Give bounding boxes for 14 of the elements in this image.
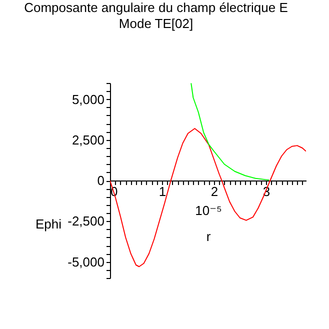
line-series	[110, 128, 306, 268]
x-tick-label: 2	[210, 184, 218, 199]
line-series	[190, 83, 270, 181]
y-tick-label: 2,500	[72, 132, 104, 148]
y-tick-label: 0	[97, 173, 104, 188]
chart-subtitle: Mode TE[02]	[118, 16, 194, 31]
x-tick-label: 1	[158, 184, 166, 199]
x-axis-title: r	[206, 229, 212, 244]
y-tick-label: -5,000	[68, 254, 104, 270]
y-tick-label: -2,500	[68, 214, 104, 229]
y-tick-label: 5,000	[72, 92, 104, 107]
annotation: 10⁻⁵	[195, 203, 222, 218]
y-axis-title: Ephi	[35, 216, 62, 232]
chart-title: Composante angulaire du champ électrique E	[24, 0, 288, 15]
